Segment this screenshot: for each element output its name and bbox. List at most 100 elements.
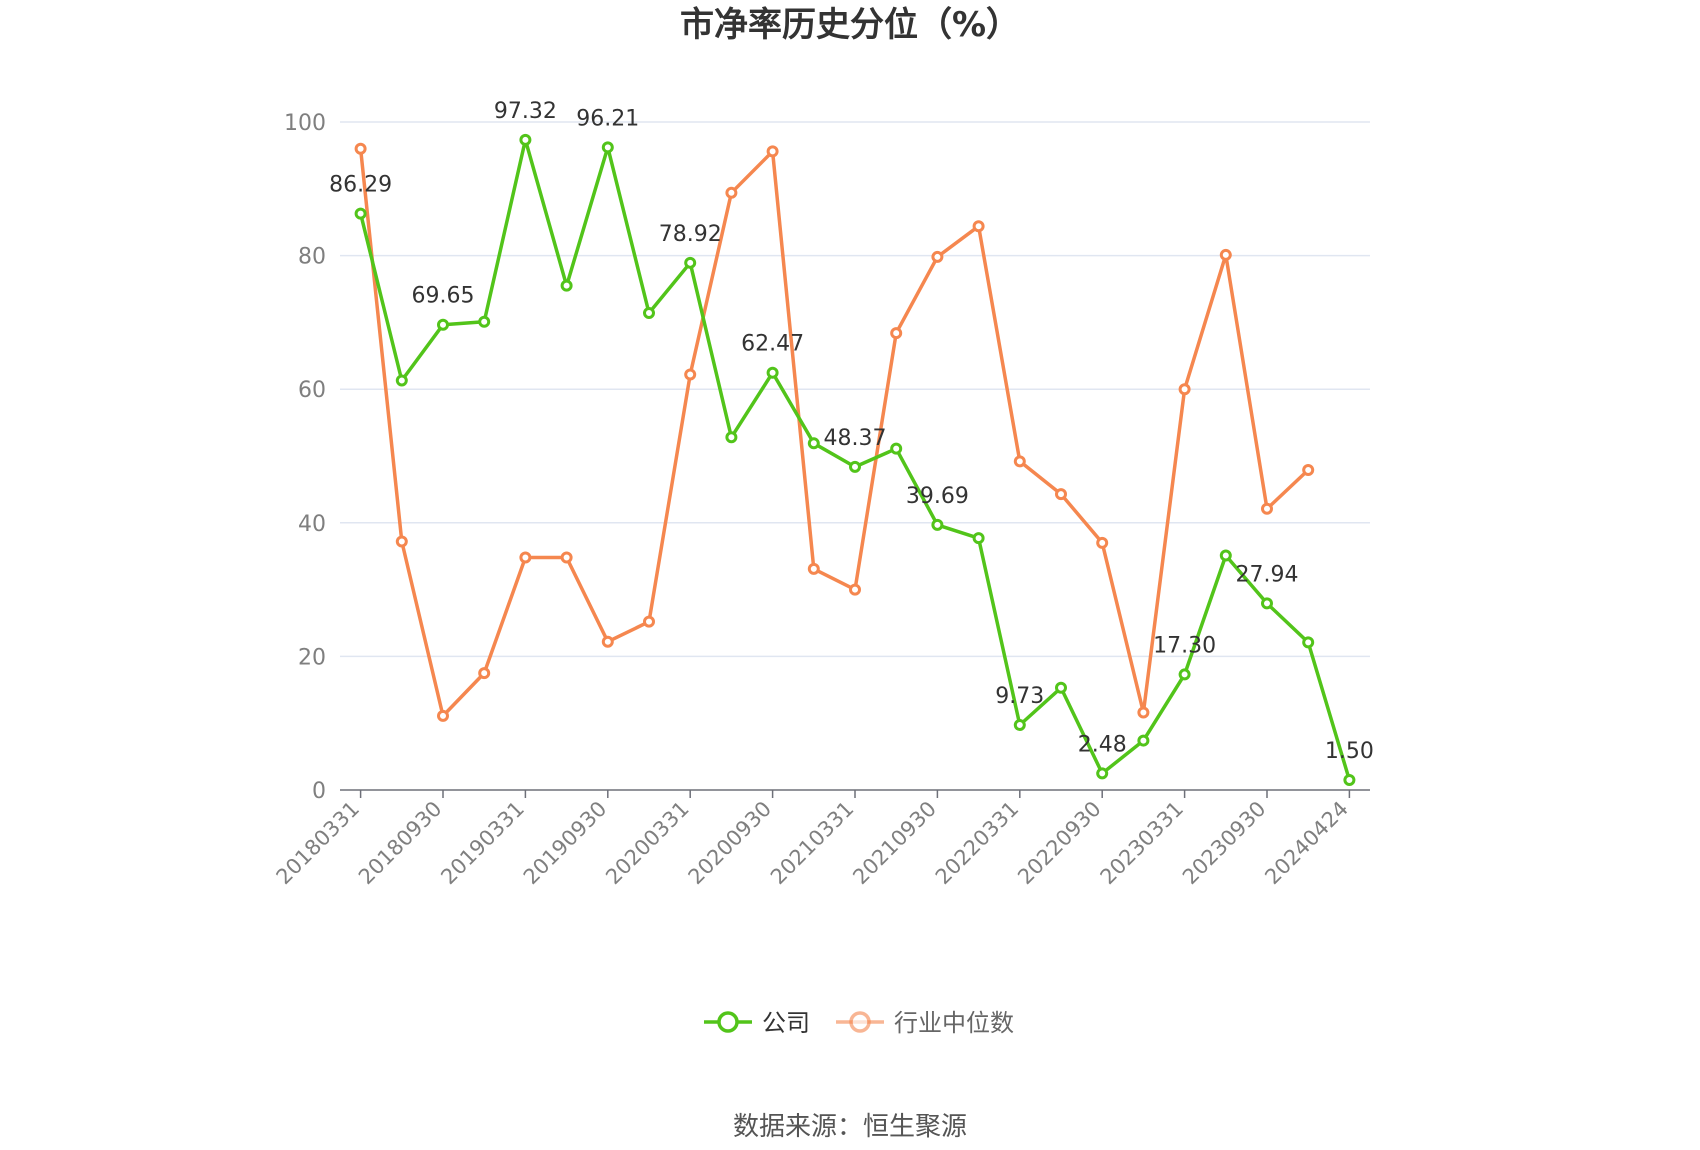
- data-point: [1055, 681, 1067, 694]
- series-line: [358, 138, 1352, 781]
- data-point: [1096, 767, 1109, 780]
- legend-label: 行业中位数: [894, 1009, 1014, 1037]
- data-point: [849, 460, 861, 473]
- series-lines: [354, 133, 1356, 786]
- data-point: [437, 318, 449, 331]
- x-tick-label: 20240424: [1260, 797, 1353, 890]
- data-point: [437, 709, 449, 722]
- data-label: 69.65: [412, 284, 475, 309]
- y-tick-label: 80: [298, 245, 326, 270]
- data-point: [1137, 734, 1150, 747]
- series-industry-median: [354, 142, 1315, 722]
- data-point: [354, 207, 367, 220]
- data-point: [972, 532, 985, 545]
- data-label: 2.48: [1078, 732, 1127, 757]
- source-text: 数据来源：恒生聚源: [733, 1112, 967, 1142]
- data-label: 96.21: [576, 106, 639, 131]
- x-tick-label: 20180331: [272, 797, 365, 890]
- data-point: [684, 256, 697, 269]
- legend-marker: [717, 1011, 739, 1033]
- data-point: [725, 431, 738, 444]
- data-point: [1178, 668, 1191, 681]
- data-point: [519, 551, 532, 564]
- x-tick-label: 20180930: [354, 797, 447, 890]
- data-label: 1.50: [1325, 739, 1374, 764]
- data-label: 78.92: [659, 222, 722, 247]
- data-label: 9.73: [995, 684, 1044, 709]
- data-point: [766, 145, 779, 158]
- chart-title: 市净率历史分位（%）: [680, 5, 1020, 45]
- data-label: 27.94: [1236, 562, 1299, 587]
- data-point: [395, 535, 408, 548]
- data-point: [1343, 773, 1356, 786]
- data-point: [560, 551, 573, 564]
- data-point: [1178, 383, 1191, 396]
- data-label: 97.32: [494, 99, 557, 124]
- data-point: [1013, 719, 1026, 732]
- data-point: [931, 518, 944, 531]
- data-point: [478, 667, 491, 680]
- data-label: 39.69: [906, 484, 969, 509]
- legend-item-company[interactable]: 公司: [704, 1009, 810, 1037]
- x-tick-label: 20190331: [436, 797, 529, 890]
- x-tick-label: 20220331: [931, 797, 1024, 890]
- data-point: [972, 220, 985, 233]
- y-tick-label: 100: [284, 111, 326, 136]
- y-tick-label: 0: [312, 779, 326, 804]
- data-labels: 86.29 69.65 97.32 96.21 78.92 62.47 48.37 39.69…: [329, 99, 1374, 764]
- series-company: [354, 133, 1356, 786]
- data-point: [684, 368, 697, 381]
- legend[interactable]: 公司 行业中位数: [704, 1009, 1014, 1037]
- x-tick-label: 20190930: [519, 797, 612, 890]
- data-point: [560, 279, 573, 292]
- data-point: [1013, 455, 1026, 468]
- legend-marker: [849, 1011, 871, 1033]
- data-point: [1261, 597, 1273, 610]
- x-tick-label: 20230930: [1178, 797, 1271, 890]
- data-point: [1096, 536, 1109, 549]
- data-point: [890, 327, 903, 340]
- data-point: [766, 366, 779, 379]
- data-label: 62.47: [741, 332, 804, 357]
- x-tick-label: 20210331: [766, 797, 859, 890]
- series-line: [358, 148, 1310, 718]
- data-point: [1302, 636, 1315, 649]
- grid-lines: [340, 121, 1370, 658]
- y-tick-label: 20: [298, 645, 326, 670]
- legend-item-industry-median[interactable]: 行业中位数: [836, 1009, 1014, 1037]
- data-point: [1302, 464, 1315, 477]
- data-point: [601, 141, 614, 154]
- data-label: 86.29: [329, 173, 392, 198]
- data-point: [395, 374, 408, 387]
- data-point: [601, 635, 614, 648]
- axes: 0 20 40 60 80 100 2018033120180930201903312019…: [272, 111, 1370, 889]
- data-point: [807, 437, 820, 450]
- x-tick-label: 20230331: [1096, 797, 1189, 890]
- data-point: [1219, 549, 1232, 562]
- data-label: 17.30: [1153, 633, 1216, 658]
- data-point: [890, 442, 903, 455]
- data-point: [643, 307, 655, 320]
- x-tick-label: 20200930: [684, 797, 777, 890]
- data-point: [478, 315, 491, 328]
- data-point: [354, 142, 367, 155]
- data-point: [643, 615, 655, 628]
- data-point: [849, 583, 861, 596]
- x-tick-label: 20220930: [1013, 797, 1106, 890]
- data-point: [725, 186, 738, 199]
- data-point: [807, 562, 820, 575]
- x-tick-label: 20210930: [848, 797, 941, 890]
- data-label: 48.37: [824, 426, 887, 451]
- data-point: [931, 250, 944, 263]
- y-tick-label: 60: [298, 378, 326, 403]
- data-point: [1055, 488, 1067, 501]
- x-tick-label: 20200331: [601, 797, 694, 890]
- data-point: [1219, 248, 1232, 261]
- legend-label: 公司: [762, 1009, 810, 1037]
- data-point: [1137, 706, 1150, 719]
- y-tick-label: 40: [298, 512, 326, 537]
- data-point: [1261, 502, 1273, 515]
- data-point: [519, 133, 532, 146]
